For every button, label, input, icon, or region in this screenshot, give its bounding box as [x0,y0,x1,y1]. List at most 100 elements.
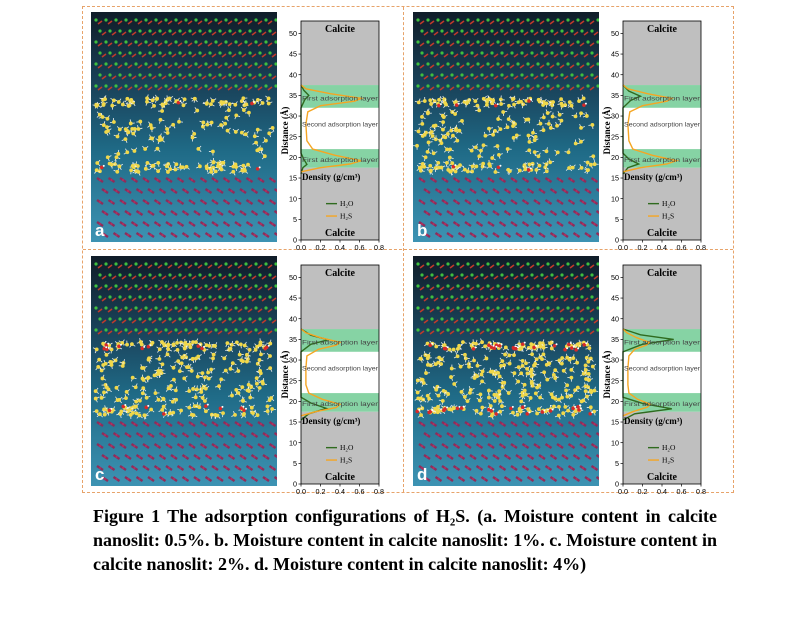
calcite-top-label: Calcite [325,24,356,35]
y-axis-label: Distance (Å) [280,107,290,155]
y-tick-label: 30 [289,112,297,121]
legend-h2s-label: H₂S [662,212,674,221]
density-profile-a: 0 5 10 15 20 25 30 35 40 45 50 0.0 0.2 0.4 0.6 0.8 Dista… [280,7,405,252]
y-tick-label: 30 [611,112,619,121]
x-tick-label: 0.8 [696,243,706,252]
y-axis-label: Distance (Å) [602,107,612,155]
figure-frame: a 0 5 10 15 20 25 30 35 40 45 50 0.0 0.2 0.4 0.6 0.8 Dis… [82,6,734,496]
h2s-density-line [622,328,652,417]
calcite-top-label: Calcite [325,268,356,279]
simulation-box [91,12,277,242]
first-adsorption-band [301,329,379,352]
y-tick-label: 0 [615,236,619,245]
y-tick-label: 10 [611,194,619,203]
first-adsorption-band [623,393,701,412]
y-tick-label: 45 [611,50,619,59]
y-tick-label: 35 [289,335,297,344]
second-adsorption-layer-label: Second adsorption layer [302,121,378,128]
y-tick-label: 45 [289,294,297,303]
calcite-bottom-label: Calcite [647,228,678,239]
x-tick-label: 0.6 [677,243,687,252]
calcite-slab-upper-atoms [94,262,277,335]
snapshot-a: a [91,12,277,242]
y-tick-label: 20 [289,153,297,162]
calcite-slab-upper-atoms [416,262,599,335]
y-tick-label: 40 [611,314,619,323]
y-tick-label: 25 [611,376,619,385]
calcite-top-label: Calcite [647,24,678,35]
x-axis-label: Density (g/cm³) [302,172,360,182]
h2s-molecules [413,94,599,176]
first-adsorption-layer-label: First adsorption layer [624,339,700,346]
legend-h2o-label: H₂O [662,443,676,452]
first-adsorption-layer-label: First adsorption layer [624,401,700,408]
calcite-slab-upper-atoms [94,18,277,91]
first-adsorption-band [301,149,379,168]
density-profile-d: 0 5 10 15 20 25 30 35 40 45 50 0.0 0.2 0.4 0.6 0.8 Dista… [602,251,727,496]
x-tick-label: 0.2 [316,243,326,252]
second-adsorption-layer-label: Second adsorption layer [302,365,378,372]
x-tick-label: 0.4 [657,243,667,252]
x-tick-label: 0.8 [374,243,384,252]
y-tick-label: 35 [611,335,619,344]
snapshot-c: c [91,256,277,486]
x-tick-label: 0.6 [355,243,365,252]
calcite-slab-lower-atoms [96,177,277,238]
y-tick-label: 0 [615,480,619,489]
y-tick-label: 5 [615,215,619,224]
calcite-slab-lower [301,167,379,240]
legend-h2s-label: H₂S [340,456,352,465]
y-tick-label: 15 [611,418,619,427]
y-tick-label: 35 [289,91,297,100]
y-tick-label: 15 [611,174,619,183]
x-axis-label: Density (g/cm³) [302,416,360,426]
h2s-molecules [92,94,275,176]
panel-letter: a [95,221,105,240]
x-tick-label: 0.0 [296,243,306,252]
calcite-bottom-label: Calcite [325,472,356,483]
h2s-density-line [300,328,342,417]
h2o-molecules [102,342,270,416]
x-tick-label: 0.8 [696,487,706,496]
first-adsorption-layer-label: First adsorption layer [302,339,378,346]
y-tick-label: 15 [289,418,297,427]
legend-h2s-label: H₂S [340,212,352,221]
x-tick-label: 0.6 [677,487,687,496]
simulation-box [413,256,599,486]
x-tick-label: 0.4 [657,487,667,496]
y-tick-label: 20 [289,397,297,406]
calcite-slab-lower-atoms [96,421,277,482]
calcite-slab-upper [623,265,701,330]
y-tick-label: 45 [289,50,297,59]
y-tick-label: 0 [293,236,297,245]
x-tick-label: 0.0 [618,487,628,496]
first-adsorption-band [301,85,379,108]
calcite-bottom-label: Calcite [325,228,356,239]
calcite-slab-upper-atoms [416,18,599,91]
panel-b: b 0 5 10 15 20 25 30 35 40 45 50 0.0 0.2 0.4 0.6 0.8 Dis… [405,7,727,252]
y-tick-label: 25 [289,132,297,141]
y-tick-label: 40 [289,70,297,79]
x-tick-label: 0.0 [296,487,306,496]
panel-divider-horizontal [83,249,733,250]
y-axis-label: Distance (Å) [280,351,290,399]
y-tick-label: 10 [611,438,619,447]
legend-h2o-label: H₂O [340,199,354,208]
second-adsorption-layer-label: Second adsorption layer [624,121,700,128]
density-profile-b: 0 5 10 15 20 25 30 35 40 45 50 0.0 0.2 0.4 0.6 0.8 Dista… [602,7,727,252]
x-tick-label: 0.4 [335,243,345,252]
second-adsorption-layer-label: Second adsorption layer [624,365,700,372]
h2o-molecules [437,98,587,172]
figure-caption: Figure 1 The adsorption configurations o… [93,506,717,574]
y-tick-label: 35 [611,91,619,100]
y-tick-label: 50 [611,273,619,282]
snapshot-d: d [413,256,599,486]
y-tick-label: 25 [289,376,297,385]
x-tick-label: 0.2 [316,487,326,496]
calcite-slab-lower-atoms [418,421,599,482]
y-tick-label: 0 [293,480,297,489]
y-tick-label: 30 [611,356,619,365]
calcite-slab-upper [623,21,701,86]
x-tick-label: 0.2 [638,487,648,496]
calcite-top-label: Calcite [647,268,678,279]
